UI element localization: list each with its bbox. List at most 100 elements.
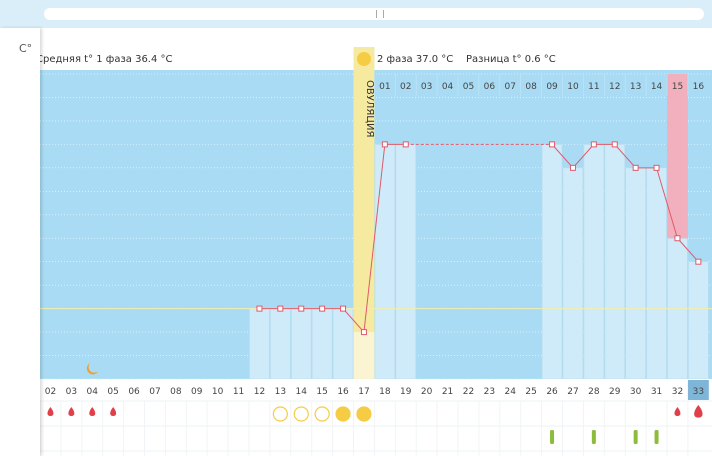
temperature-point xyxy=(611,141,618,148)
temperature-bar xyxy=(604,144,625,380)
temperature-point xyxy=(590,141,597,148)
cycle-day-number: 19 xyxy=(400,387,412,397)
temperature-line-segment xyxy=(677,237,699,263)
green-mark-icon xyxy=(654,430,659,444)
empty-circle-icon xyxy=(314,406,330,422)
phase2-day-number: 15 xyxy=(672,82,683,92)
highlight-day-column xyxy=(667,74,688,239)
cycle-day-number: 02 xyxy=(45,387,56,397)
menstruation-drop-icon xyxy=(694,405,703,418)
temperature-difference-label: Разница t° 0.6 °C xyxy=(466,54,556,65)
temperature-bar xyxy=(625,167,646,380)
temperature-bar xyxy=(646,167,667,380)
phase2-day-number: 16 xyxy=(693,82,705,92)
temperature-line-segment xyxy=(363,144,386,333)
cycle-day-number: 06 xyxy=(128,387,140,397)
temperature-point xyxy=(360,329,367,336)
phase2-day-number: 14 xyxy=(651,82,663,92)
cycle-day-number: 08 xyxy=(170,387,182,397)
filled-circle-icon xyxy=(335,406,351,422)
menstruation-drop-icon xyxy=(110,407,117,416)
cycle-day-number: 18 xyxy=(379,387,391,397)
phase2-day-number: 06 xyxy=(484,82,496,92)
cycle-day-number: 03 xyxy=(66,387,77,397)
temperature-bar xyxy=(332,308,354,380)
horizontal-scrollbar[interactable] xyxy=(44,8,704,20)
cycle-day-number: 22 xyxy=(463,387,474,397)
phase2-day-number: 03 xyxy=(421,82,432,92)
phase2-day-number: 09 xyxy=(546,82,558,92)
green-mark-icon xyxy=(550,430,555,444)
cycle-day-number: 26 xyxy=(546,387,558,397)
menstruation-drop-icon xyxy=(89,407,96,416)
phase2-day-number: 01 xyxy=(379,82,390,92)
phase2-header xyxy=(374,47,712,70)
temperature-bar xyxy=(249,308,270,380)
ovulation-column xyxy=(353,47,375,379)
menstruation-drop-icon xyxy=(68,407,75,416)
cycle-day-number: 09 xyxy=(191,387,203,397)
temperature-point xyxy=(340,305,347,312)
temperature-point xyxy=(695,258,702,265)
cycle-day-number: 23 xyxy=(484,387,495,397)
phase2-day-number: 12 xyxy=(609,82,620,92)
green-mark-icon xyxy=(591,430,596,444)
cycle-day-number: 10 xyxy=(212,387,224,397)
cycle-day-number: 07 xyxy=(149,387,160,397)
phase2-day-number: 08 xyxy=(525,82,537,92)
empty-circle-icon xyxy=(272,406,288,422)
cycle-day-number: 13 xyxy=(275,387,286,397)
temperature-line-segment xyxy=(551,144,574,169)
temperature-point xyxy=(402,141,409,148)
temperature-point xyxy=(298,305,305,312)
cycle-day-number: 33 xyxy=(693,387,704,397)
temperature-point xyxy=(277,305,284,312)
temperature-bar xyxy=(583,144,605,380)
temperature-line-segment xyxy=(342,308,365,333)
temperature-bar xyxy=(374,144,396,380)
temperature-point xyxy=(549,141,556,148)
cycle-day-number: 20 xyxy=(421,387,433,397)
phase2-average-label: 2 фаза 37.0 °C xyxy=(377,54,453,65)
green-mark-icon xyxy=(633,430,638,444)
menstruation-drop-icon xyxy=(674,407,681,416)
phase2-day-number: 10 xyxy=(567,82,579,92)
temperature-line-segment xyxy=(614,144,637,169)
cycle-day-number: 28 xyxy=(588,387,600,397)
temperature-point xyxy=(569,164,576,171)
temperature-bar xyxy=(541,144,563,380)
x-axis-background xyxy=(40,379,712,401)
phase2-day-number: 11 xyxy=(588,82,599,92)
today-marker xyxy=(687,380,709,400)
temperature-bar xyxy=(395,144,416,380)
cycle-day-number: 24 xyxy=(505,387,517,397)
phase2-day-number: 05 xyxy=(463,82,474,92)
phase2-day-number: 13 xyxy=(630,82,641,92)
cycle-day-number: 14 xyxy=(296,387,308,397)
scroll-grip-icon[interactable] xyxy=(376,10,384,18)
cycle-day-number: 29 xyxy=(609,387,621,397)
phase2-day-number: 07 xyxy=(505,82,516,92)
phase1-average-label: Средняя t° 1 фаза 36.4 °C xyxy=(36,54,173,65)
phase2-day-number: 02 xyxy=(400,82,411,92)
ovulation-label: ОВУЛЯЦИЯ xyxy=(364,80,375,138)
temperature-unit-label: C° xyxy=(19,42,33,55)
y-axis-panel xyxy=(0,28,40,456)
cycle-day-number: 11 xyxy=(233,387,244,397)
filled-circle-icon xyxy=(356,406,372,422)
temperature-line-segment xyxy=(572,144,595,169)
empty-circle-icon xyxy=(293,406,309,422)
cycle-day-number: 30 xyxy=(630,387,642,397)
temperature-bar xyxy=(688,261,709,380)
temperature-point xyxy=(319,305,326,312)
menstruation-drop-icon xyxy=(47,407,54,416)
phase1-header xyxy=(40,47,354,70)
cycle-day-number: 15 xyxy=(316,387,327,397)
cycle-day-number: 04 xyxy=(87,387,99,397)
temperature-bar xyxy=(311,308,333,380)
cycle-day-number: 25 xyxy=(525,387,536,397)
cycle-day-number: 32 xyxy=(672,387,683,397)
cycle-day-number: 31 xyxy=(651,387,662,397)
temperature-point xyxy=(653,164,660,171)
temperature-point xyxy=(632,164,639,171)
